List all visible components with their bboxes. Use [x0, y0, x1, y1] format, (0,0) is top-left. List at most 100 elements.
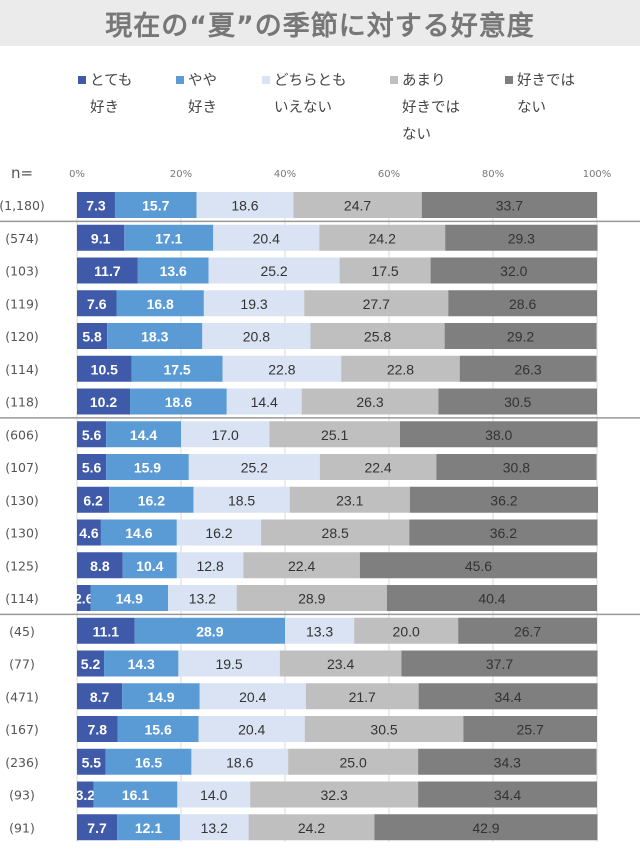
bar-segment: [374, 814, 598, 841]
bar-segment: [222, 355, 342, 382]
bar-segment: [188, 454, 320, 480]
data-label: 12.1: [135, 820, 162, 836]
bar-segment: [269, 421, 400, 448]
bar-segment: [430, 257, 597, 284]
bar-segment: [304, 290, 449, 317]
data-label: 16.2: [205, 525, 232, 541]
data-label: 13.3: [306, 623, 333, 639]
data-label: 29.3: [508, 230, 535, 246]
category-label: (130): [5, 526, 39, 541]
data-label: 16.5: [135, 754, 162, 770]
data-label: 18.6: [226, 754, 253, 770]
legend-swatch: [262, 76, 270, 84]
data-label: 7.6: [87, 296, 107, 312]
x-tick-label: 0%: [69, 169, 85, 180]
legend-item-neutral: どちらとも いえない: [262, 68, 347, 122]
bar-segment: [386, 585, 597, 611]
bar-segment: [438, 388, 597, 415]
bar-segment: [107, 323, 203, 349]
legend-item-somewhat-like: やや 好き: [176, 68, 217, 122]
legend-item-not-much: あまり好きでは ない: [390, 68, 460, 149]
data-label: 28.6: [509, 296, 536, 312]
data-label: 5.8: [82, 329, 102, 345]
data-label: 26.3: [356, 394, 383, 410]
bar-segment: [77, 552, 123, 579]
data-label: 32.3: [321, 787, 348, 803]
bar-segment: [77, 355, 132, 382]
data-label: 22.4: [288, 558, 315, 574]
data-label: 24.7: [344, 198, 371, 214]
bar-segment: [445, 224, 598, 251]
bar-segment: [459, 355, 597, 382]
data-label: 2.6: [74, 591, 94, 607]
legend-label: 好きでは ない: [402, 100, 460, 143]
bar-segment: [279, 650, 402, 677]
data-label: 14.9: [147, 689, 174, 705]
data-label: 20.8: [243, 329, 270, 345]
bar-segment: [90, 585, 168, 611]
bar-segment: [176, 552, 244, 579]
category-label: (103): [5, 264, 39, 279]
bar-segment: [77, 617, 135, 644]
data-label: 33.7: [496, 198, 523, 214]
data-label: 23.4: [327, 656, 354, 672]
data-label: 19.3: [240, 296, 267, 312]
category-label: (471): [5, 689, 39, 704]
bar-segment: [114, 192, 197, 218]
bar-segment: [418, 683, 598, 710]
bar-segment: [109, 486, 194, 513]
data-label: 24.2: [298, 820, 325, 836]
data-label: 19.5: [215, 656, 242, 672]
bar-segment: [77, 748, 106, 775]
bar-segment: [117, 716, 199, 742]
category-label: (119): [5, 296, 39, 311]
data-label: 15.6: [144, 722, 171, 738]
legend-label: 好き: [90, 100, 119, 116]
category-label: (236): [5, 755, 39, 770]
legend-swatch: [78, 76, 86, 84]
bar-segment: [122, 552, 177, 579]
legend-label: 好き: [188, 100, 217, 116]
data-label: 8.7: [90, 689, 110, 705]
data-label: 5.6: [82, 427, 102, 443]
data-label: 30.5: [504, 394, 531, 410]
data-label: 13.6: [160, 263, 187, 279]
bar-segment: [226, 388, 302, 415]
bar-segment: [436, 454, 597, 480]
data-label: 18.5: [228, 492, 255, 508]
bar-segment: [106, 454, 189, 480]
bar-segment: [288, 748, 419, 775]
bar-segment: [319, 224, 446, 251]
bar-segment: [191, 748, 289, 775]
bar-segment: [77, 585, 91, 611]
bar-segment: [77, 388, 131, 415]
bar-segment: [105, 748, 192, 775]
category-label: (130): [5, 493, 39, 508]
category-label: (167): [5, 722, 39, 737]
bar-segment: [77, 224, 125, 251]
bar-segment: [213, 224, 320, 251]
bar-segment: [77, 519, 101, 546]
data-label: 5.5: [82, 754, 102, 770]
legend-swatch: [390, 76, 398, 84]
category-label: (120): [5, 329, 39, 344]
data-label: 9.1: [91, 230, 111, 246]
data-label: 29.2: [507, 329, 534, 345]
legend-label: あまり: [402, 73, 446, 89]
bar-segment: [122, 683, 200, 710]
chart-title: 現在の“夏”の季節に対する好意度: [105, 11, 535, 42]
bar-segment: [77, 716, 118, 742]
data-label: 25.1: [321, 427, 348, 443]
bar-segment: [77, 323, 108, 349]
title-bar: 現在の“夏”の季節に対する好意度: [0, 0, 640, 46]
data-label: 28.9: [298, 591, 325, 607]
data-label: 37.7: [486, 656, 513, 672]
bar-segment: [248, 814, 375, 841]
data-label: 30.5: [370, 722, 397, 738]
category-label: (1,180): [0, 198, 45, 213]
data-label: 25.8: [364, 329, 391, 345]
bar-segment: [199, 683, 306, 710]
data-label: 5.6: [82, 460, 102, 476]
bar-segment: [243, 552, 360, 579]
data-label: 28.5: [322, 525, 349, 541]
